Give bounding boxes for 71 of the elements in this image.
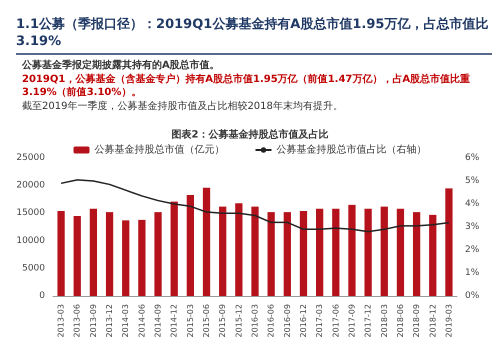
y-tick-label: 0 bbox=[39, 291, 46, 301]
x-tick-label: 2015-06 bbox=[202, 304, 212, 338]
bar bbox=[251, 206, 259, 296]
y-tick-label: 5000 bbox=[22, 263, 46, 274]
bar bbox=[348, 204, 356, 296]
bar bbox=[268, 212, 275, 296]
legend-label: 公募基金持股总市值（亿元） bbox=[94, 144, 224, 156]
y-tick-label: 25000 bbox=[16, 153, 46, 163]
bar bbox=[445, 188, 453, 296]
bar bbox=[429, 214, 436, 296]
bar bbox=[219, 206, 226, 296]
text: 公募基金季报定期披露其持有的A股总市值。 bbox=[21, 59, 220, 71]
y2-tick-label: 5% bbox=[465, 176, 480, 186]
x-tick-label: 2014-12 bbox=[170, 304, 179, 338]
bar bbox=[284, 212, 291, 296]
bar bbox=[364, 208, 372, 296]
x-tick-label: 2013-09 bbox=[88, 304, 98, 338]
y2-tick-label: 1% bbox=[465, 268, 480, 278]
x-tick-label: 2016-09 bbox=[282, 304, 292, 338]
x-tick-label: 2015-09 bbox=[218, 304, 228, 338]
y2-tick-label: 3% bbox=[465, 222, 480, 232]
x-tick-label: 2016-06 bbox=[266, 304, 276, 338]
y2-tick-label: 2% bbox=[465, 245, 480, 255]
x-tick-label: 2017-06 bbox=[331, 304, 340, 338]
legend-label: 公募基金持股总市值占比（右轴） bbox=[276, 144, 426, 156]
y-tick-label: 15000 bbox=[16, 208, 46, 218]
bar bbox=[186, 194, 194, 296]
bar bbox=[300, 210, 308, 296]
x-tick-label: 2016-03 bbox=[250, 304, 260, 338]
bar bbox=[154, 212, 162, 296]
x-tick-label: 2015-03 bbox=[186, 304, 195, 338]
y2-tick-label: 6% bbox=[465, 153, 480, 163]
x-tick-label: 2018-03 bbox=[380, 304, 389, 338]
line-series bbox=[60, 179, 450, 232]
x-tick-label: 2013-12 bbox=[105, 304, 114, 338]
bar bbox=[396, 208, 404, 296]
bar bbox=[332, 208, 340, 296]
bar bbox=[74, 216, 81, 296]
bar bbox=[170, 202, 178, 296]
x-tick-label: 2018-12 bbox=[428, 304, 438, 338]
text: 2019Q1，公募基金（含基金专户）持有A股总市值1.95万亿（前值1.47万亿），占A股总市值比重3.19%（前值3.10%）。 bbox=[22, 73, 470, 98]
y2-tick-label: 4% bbox=[465, 199, 480, 209]
x-tick-label: 2015-12 bbox=[234, 304, 244, 338]
chart-subtitle: 图表2：公募基金持股总市值及占比 bbox=[172, 128, 328, 140]
bar bbox=[235, 203, 242, 296]
x-tick-label: 2016-12 bbox=[298, 304, 308, 338]
bar bbox=[122, 220, 130, 296]
y2-tick-label: 0% bbox=[465, 291, 480, 301]
x-tick-label: 2014-06 bbox=[137, 304, 146, 338]
x-tick-label: 2014-03 bbox=[121, 304, 130, 338]
bar bbox=[316, 208, 324, 296]
bar bbox=[412, 212, 420, 296]
x-tick-label: 2019-03 bbox=[444, 304, 454, 338]
x-tick-label: 2017-03 bbox=[315, 304, 324, 338]
y-tick-label: 10000 bbox=[16, 236, 46, 246]
bar bbox=[106, 212, 114, 296]
chart-title: 1.1公募（季报口径）：2019Q1公募基金持有A股总市值1.95万亿，占总市值比3.19% bbox=[16, 16, 488, 49]
x-tick-label: 2017-12 bbox=[364, 304, 373, 338]
x-tick-label: 2013-06 bbox=[72, 304, 82, 338]
bar bbox=[90, 208, 98, 296]
bar bbox=[202, 188, 210, 296]
bar bbox=[380, 206, 388, 296]
bar bbox=[138, 220, 146, 296]
y-tick-label: 20000 bbox=[16, 180, 46, 191]
x-tick-label: 2014-09 bbox=[154, 304, 163, 338]
x-tick-label: 2018-09 bbox=[412, 304, 422, 338]
text: 截至2019年一季度，公募基金持股市值及占比相较2018年末均有提升。 bbox=[22, 100, 343, 112]
x-tick-label: 2018-06 bbox=[396, 304, 405, 338]
bar bbox=[57, 210, 65, 296]
x-tick-label: 2017-09 bbox=[347, 304, 356, 338]
x-tick-label: 2013-03 bbox=[56, 304, 66, 338]
